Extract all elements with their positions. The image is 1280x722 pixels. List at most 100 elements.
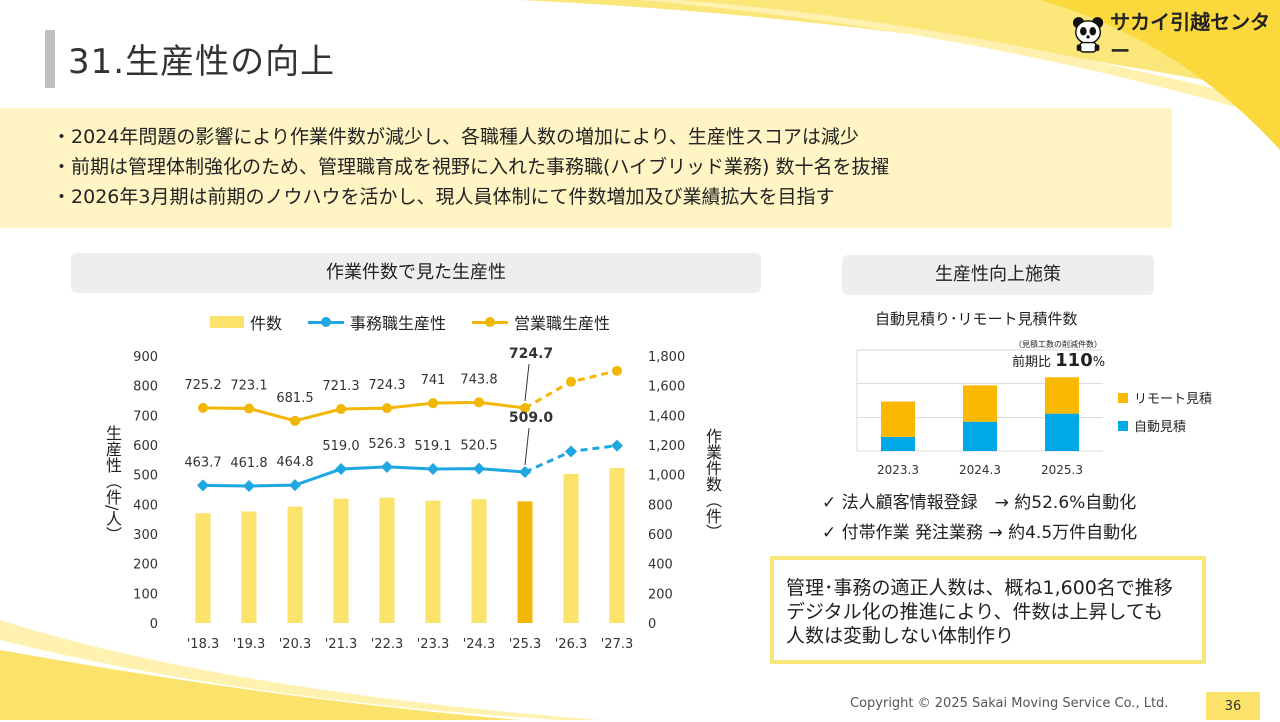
right-tick-label: 200 [648, 587, 673, 602]
legend-item-remote: リモート見積 [1118, 388, 1212, 407]
left-tick-label: 600 [133, 439, 158, 454]
right-axis-label: 作業件数（件） [703, 428, 722, 540]
right-tick-label: 0 [648, 617, 656, 632]
right-tick-label: 1,200 [648, 439, 685, 454]
admin-point [473, 462, 485, 475]
bar-cases [379, 497, 395, 623]
sales-data-label: 724.3 [368, 378, 405, 393]
legend-item-auto: 自動見積 [1118, 416, 1186, 435]
ratio-value: 110 [1055, 350, 1093, 371]
sales-data-label: 725.2 [184, 378, 221, 393]
bar-auto-estimate [1045, 413, 1079, 451]
right-tick-label: 800 [648, 498, 673, 513]
admin-data-label: 464.8 [276, 455, 313, 470]
chart-legend: 件数 事務職生産性 営業職生産性 [210, 310, 610, 334]
sales-point [428, 398, 438, 409]
x-tick-label: 2023.3 [877, 463, 919, 477]
bar-cases [517, 501, 533, 623]
ratio-unit: % [1092, 355, 1106, 370]
sales-point [336, 404, 346, 415]
bar-auto-estimate [881, 436, 915, 451]
x-tick-label: '25.3 [509, 637, 542, 652]
admin-data-label: 463.7 [184, 455, 221, 470]
summary-bullets: 2024年問題の影響により作業件数が減少し、各職種人数の増加により、生産性スコア… [0, 108, 1172, 228]
sales-data-label: 681.5 [276, 391, 313, 406]
bar-remote-estimate [963, 385, 997, 422]
bar-cases [471, 499, 487, 623]
right-tick-label: 1,600 [648, 380, 685, 395]
legend-swatch-bar [210, 316, 244, 328]
x-tick-label: 2025.3 [1041, 463, 1083, 477]
check-item: ✓ 付帯作業 発注業務 → 約4.5万件自動化 [822, 523, 1138, 543]
left-tick-label: 400 [133, 498, 158, 513]
left-tick-label: 100 [133, 587, 158, 602]
x-tick-label: '20.3 [279, 637, 312, 652]
title-accent-bar [45, 30, 55, 88]
left-tick-label: 0 [150, 617, 158, 632]
left-tick-label: 700 [133, 409, 158, 424]
bar-cases [609, 467, 625, 623]
legend-item-cases: 件数 [210, 310, 282, 334]
admin-data-label: 526.3 [368, 437, 405, 452]
left-tick-label: 300 [133, 528, 158, 543]
bullet-item: 2026年3月期は前期のノウハウを活かし、現人員体制にて件数増加及び業績拡大を目… [71, 182, 1172, 212]
x-tick-label: '27.3 [601, 637, 634, 652]
admin-point [565, 445, 577, 458]
summary-line: 管理･事務の適正人数は、概ね1,600名で推移 [786, 577, 1173, 599]
legend-swatch-auto [1118, 420, 1128, 431]
admin-data-label: 519.1 [414, 439, 451, 454]
x-tick-label: '24.3 [463, 637, 496, 652]
legend-swatch-line [472, 316, 509, 327]
bar-cases [287, 506, 303, 623]
sales-point [198, 402, 208, 413]
estimate-note: （見積工数の削減件数） [1014, 340, 1102, 349]
sales-line [202, 400, 526, 423]
ratio-label: 前期比 [1012, 355, 1052, 370]
x-tick-label: '26.3 [555, 637, 588, 652]
admin-point [427, 463, 439, 476]
admin-line [202, 465, 526, 488]
sales-point [244, 403, 254, 414]
left-tick-label: 200 [133, 558, 158, 573]
sales-data-label: 723.1 [230, 378, 267, 393]
logo-text: サカイ引越センター [1110, 10, 1271, 63]
panda-mascot-icon [1072, 17, 1104, 53]
automation-checklist: ✓ 法人顧客情報登録 → 約52.6%自動化 ✓ 付帯作業 発注業務 → 約4.… [822, 488, 1137, 548]
legend-label: 事務職生産性 [350, 314, 447, 333]
bar-cases [195, 513, 211, 623]
x-tick-label: '19.3 [233, 637, 266, 652]
x-tick-label: '22.3 [371, 637, 404, 652]
admin-point [611, 439, 623, 452]
x-tick-label: '21.3 [325, 637, 358, 652]
admin-point [381, 460, 393, 473]
legend-label: 件数 [250, 314, 283, 333]
right-tick-label: 1,800 [648, 350, 685, 365]
sales-data-label: 721.3 [322, 379, 359, 394]
left-tick-label: 800 [133, 380, 158, 395]
x-tick-label: 2024.3 [959, 463, 1001, 477]
bar-auto-estimate [963, 421, 997, 451]
legend-swatch-line [308, 316, 345, 327]
right-tick-label: 400 [648, 558, 673, 573]
left-tick-label: 500 [133, 469, 158, 484]
sales-label-leader [524, 363, 530, 402]
bar-cases [563, 473, 579, 623]
estimate-chart-title: 自動見積り･リモート見積件数 [875, 310, 1078, 328]
x-tick-label: '23.3 [417, 637, 450, 652]
right-tick-label: 1,000 [648, 469, 685, 484]
page-title: 31.生産性の向上 [68, 42, 336, 82]
legend-label: 営業職生産性 [514, 314, 611, 333]
right-tick-label: 1,400 [648, 409, 685, 424]
legend-item-admin: 事務職生産性 [308, 310, 446, 334]
sales-point [520, 403, 530, 414]
left-tick-label: 900 [133, 350, 158, 365]
initiatives-header: 生産性向上施策 [842, 255, 1154, 295]
yoy-ratio: 前期比 110% [1012, 350, 1105, 371]
sales-data-label: 741 [421, 373, 446, 388]
admin-point [519, 465, 531, 478]
copyright: Copyright © 2025 Sakai Moving Service Co… [850, 696, 1169, 711]
admin-label-leader [524, 427, 530, 466]
admin-data-label: 519.0 [322, 439, 359, 454]
